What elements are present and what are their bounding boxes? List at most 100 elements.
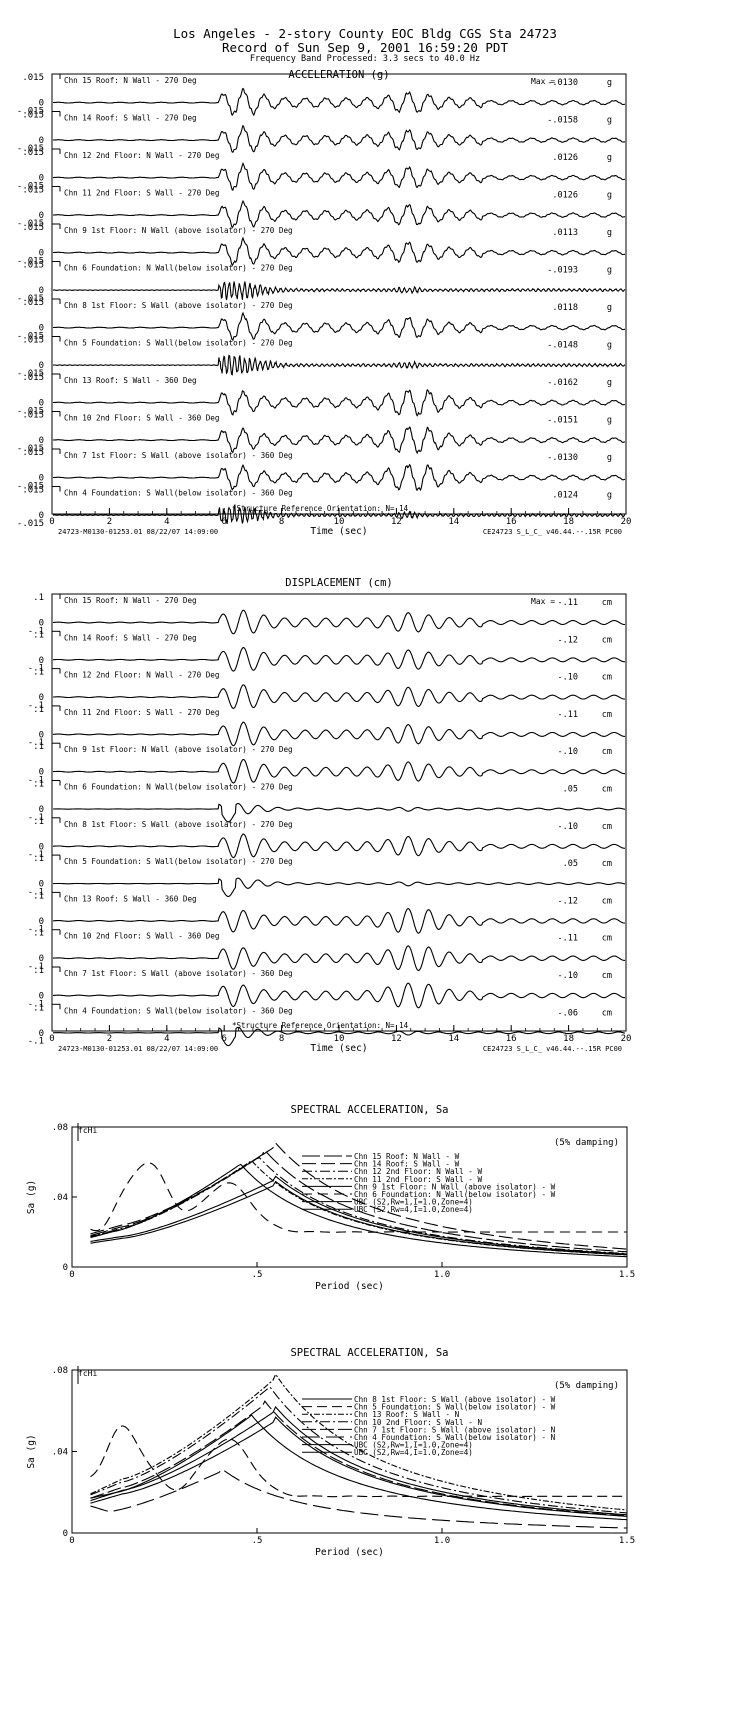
- x-tick-label: 12: [391, 1034, 402, 1044]
- unit-label: g: [607, 153, 612, 163]
- x-tick-label: 1.0: [434, 1270, 450, 1280]
- max-value: .0126: [552, 191, 578, 201]
- station-title: Los Angeles - 2-story County EOC Bldg CG…: [173, 26, 557, 41]
- y-tick-label: 0: [39, 768, 44, 778]
- x-tick-label: .5: [252, 1536, 263, 1546]
- max-value: -.06: [558, 1008, 578, 1018]
- y-tick-label: .1: [33, 817, 44, 827]
- y-tick-label: 0: [39, 474, 44, 484]
- y-tick-label: -.015: [17, 182, 44, 192]
- channel-trace: [52, 945, 626, 972]
- legend-entry: UBC (S2,Rw=1,I=1.0,Zone=4): [354, 1441, 473, 1450]
- y-tick-label: 0: [39, 619, 44, 629]
- x-axis: 0 2 4 6 8 10 12 14 16 18 20: [49, 508, 631, 527]
- channel-trace: [52, 281, 626, 301]
- channel-label: Chn 10 2nd Floor: S Wall - 360 Deg: [64, 932, 219, 941]
- legend-entry: Chn 8 1st Floor: S Wall (above isolator)…: [354, 1395, 556, 1404]
- channel-label: Chn 14 Roof: S Wall - 270 Deg: [64, 114, 197, 123]
- max-value: -.11: [558, 934, 578, 944]
- corner-label: fcHi: [78, 1126, 97, 1135]
- x-tick-label: 0: [69, 1536, 74, 1546]
- x-tick-label: 18: [563, 517, 574, 527]
- legend-entry: UBC (S2,Rw=4,I=1.0,Zone=4): [354, 1448, 473, 1457]
- y-tick-label: -.1: [28, 887, 44, 897]
- y-tick-label: .1: [33, 630, 44, 640]
- channel-label: Chn 12 2nd Floor: N Wall - 270 Deg: [64, 671, 219, 680]
- y-tick-label: .015: [22, 336, 44, 346]
- chart-spectral-1: SPECTRAL ACCELERATION, Sa fcHi (5% damping…: [26, 1104, 635, 1292]
- y-tick-label: -.1: [28, 999, 44, 1009]
- y-tick-label: 0: [39, 286, 44, 296]
- unit-label: g: [607, 453, 612, 463]
- spectrum-curve: [90, 1386, 628, 1514]
- channel-label: Chn 10 2nd Floor: S Wall - 360 Deg: [64, 414, 219, 423]
- y-tick-label: -.015: [17, 144, 44, 154]
- legend-entry: Chn 12 2nd Floor: N Wall - W: [354, 1167, 482, 1176]
- x-tick-label: 16: [506, 1034, 517, 1044]
- y-tick-label: .1: [33, 891, 44, 901]
- spectrum-curve: [90, 1425, 627, 1498]
- y-tick-label: 0: [39, 399, 44, 409]
- y-tick-label: .015: [22, 111, 44, 121]
- channel-label: Chn 8 1st Floor: S Wall (above isolator)…: [64, 820, 293, 829]
- y-tick-label: .1: [33, 929, 44, 939]
- spectrum-curve: [90, 1175, 628, 1255]
- y-axis-label: Sa (g): [26, 1434, 37, 1468]
- max-value: .0126: [552, 153, 578, 163]
- x-tick-label: .5: [252, 1270, 263, 1280]
- unit-label: g: [607, 191, 612, 201]
- y-tick-label: 0: [39, 136, 44, 146]
- max-value: -.0193: [547, 266, 578, 276]
- channel-trace: [52, 124, 626, 153]
- y-tick-label: .015: [22, 73, 44, 83]
- channel-trace: [52, 609, 626, 635]
- spectrum-curve: [90, 1414, 628, 1521]
- y-tick-label: 0: [39, 211, 44, 221]
- spectrum-curve: [90, 1416, 628, 1517]
- channel-trace: [52, 908, 626, 934]
- unit-label: cm: [602, 859, 612, 869]
- unit-label: g: [607, 491, 612, 501]
- max-value: -.0148: [547, 341, 578, 351]
- channel-trace: [53, 1026, 626, 1047]
- legend-entry: Chn 11 2nd Floor: S Wall - W: [354, 1175, 482, 1184]
- y-tick-label: 0: [39, 361, 44, 371]
- record-date: Record of Sun Sep 9, 2001 16:59:20 PDT: [222, 40, 508, 55]
- channel-label: Chn 6 Foundation: N Wall(below isolator)…: [64, 783, 293, 792]
- x-axis-label: Time (sec): [310, 526, 367, 537]
- max-value: -.11: [558, 710, 578, 720]
- y-tick-label: .1: [33, 668, 44, 678]
- record-id: 24723-M0130-01253.01 08/22/07 14:09:00: [58, 1045, 218, 1053]
- x-tick-label: 10: [334, 1034, 345, 1044]
- y-tick-label: .015: [22, 298, 44, 308]
- y-tick-label: .04: [52, 1448, 68, 1458]
- orientation-note: *Structure Reference Orientation: N= 14: [232, 1021, 409, 1030]
- max-value: .0124: [552, 491, 578, 501]
- unit-label: g: [607, 78, 612, 88]
- channel-label: Chn 6 Foundation: N Wall(below isolator)…: [64, 264, 293, 273]
- x-tick-label: 16: [506, 517, 517, 527]
- y-tick-label: -.1: [28, 776, 44, 786]
- y-tick-label: -.1: [28, 925, 44, 935]
- spectrum-curve: [90, 1157, 628, 1255]
- y-tick-label: .1: [33, 966, 44, 976]
- spectrum-curve: [90, 1468, 627, 1529]
- y-tick-label: .015: [22, 448, 44, 458]
- max-value: .0113: [552, 228, 578, 238]
- unit-label: g: [607, 416, 612, 426]
- spectrum-curve: [90, 1162, 627, 1233]
- y-tick-label: -.1: [28, 813, 44, 823]
- y-tick-label: 0: [39, 511, 44, 521]
- y-tick-label: .015: [22, 148, 44, 158]
- y-tick-label: -.015: [17, 369, 44, 379]
- y-tick-label: 0: [39, 436, 44, 446]
- channel-label: Chn 4 Foundation: S Wall(below isolator)…: [64, 1006, 293, 1015]
- channel-trace: [52, 87, 626, 117]
- legend-entry: UBC (S2,Rw=1,I=1.0,Zone=4): [354, 1198, 473, 1207]
- spectrum-curve: [90, 1163, 628, 1258]
- channel-label: Chn 9 1st Floor: N Wall (above isolator)…: [64, 745, 293, 754]
- channel-trace: [52, 758, 626, 784]
